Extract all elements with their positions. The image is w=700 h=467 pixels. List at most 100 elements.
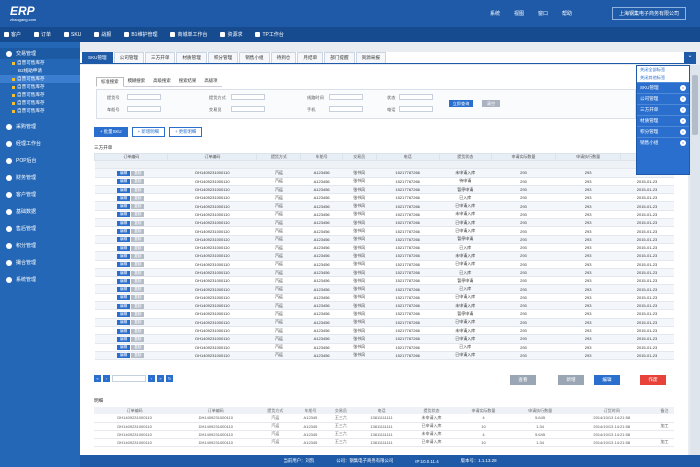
- tab-7[interactable]: 月结单: [297, 52, 324, 63]
- panel-item[interactable]: SKU管理 ×: [637, 82, 689, 93]
- table-row[interactable]: 编辑 复制 DH1409231000110 汽运 A123456 张书风 152177872…: [94, 268, 674, 278]
- edit-button[interactable]: 编辑: [117, 245, 131, 251]
- table-row[interactable]: 编辑 复制 DH1409231000110 汽运 A123456 张书风 152177872…: [94, 193, 674, 203]
- reset-button[interactable]: 清空: [482, 100, 500, 107]
- pickup-method-input[interactable]: [231, 94, 265, 100]
- copy-button[interactable]: 复制: [131, 295, 145, 301]
- bottom-button-0[interactable]: 查看: [510, 375, 536, 385]
- panel-item[interactable]: 三方开单 ×: [637, 104, 689, 115]
- refresh-icon[interactable]: ↻: [166, 375, 173, 382]
- nav-item[interactable]: 战报: [94, 31, 111, 38]
- detail-row[interactable]: DH1409231000110 DH1409231000110 汽运 A12345 王三…: [94, 414, 674, 423]
- bottom-button-3[interactable]: 作废: [640, 375, 666, 385]
- tab-3[interactable]: 材质管理: [176, 52, 207, 63]
- sidebar-group[interactable]: 售后管理: [0, 223, 80, 234]
- copy-button[interactable]: 复制: [131, 179, 145, 185]
- sidebar-group[interactable]: 系统管理: [0, 274, 80, 285]
- top-menu-item[interactable]: 系统: [489, 11, 500, 17]
- edit-button[interactable]: 编辑: [117, 237, 131, 243]
- table-row[interactable]: 编辑 复制 DH1409231000110 汽运 A123456 张书风 152177872…: [94, 243, 674, 253]
- copy-button[interactable]: 复制: [131, 170, 145, 176]
- top-menu-item[interactable]: 视图: [513, 11, 524, 17]
- close-icon[interactable]: ×: [680, 85, 686, 91]
- nav-item[interactable]: B1维护管理: [124, 31, 157, 38]
- copy-button[interactable]: 复制: [131, 303, 145, 309]
- table-row[interactable]: 编辑 复制 DH1409231000110 汽运 A123456 张书风 152177872…: [94, 235, 674, 244]
- edit-button[interactable]: 编辑: [117, 295, 131, 301]
- scrollbar-thumb[interactable]: [692, 75, 698, 135]
- table-row[interactable]: 编辑 复制 DH1409231000110 汽运 A123456 张书风 152177872…: [94, 351, 674, 361]
- company-selector[interactable]: 上海钢集电子商务有限公司: [611, 7, 686, 20]
- copy-button[interactable]: 复制: [131, 311, 145, 317]
- copy-button[interactable]: 复制: [131, 270, 145, 276]
- copy-button[interactable]: 复制: [131, 237, 145, 243]
- close-icon[interactable]: ×: [680, 129, 686, 135]
- table-row[interactable]: 编辑 复制 DH1409231000110 汽运 A123456 张书风 152177872…: [94, 334, 674, 344]
- edit-button[interactable]: 编辑: [117, 311, 131, 317]
- copy-button[interactable]: 复制: [131, 212, 145, 218]
- nav-item[interactable]: 订单: [34, 31, 51, 38]
- mobile-input[interactable]: [329, 106, 363, 112]
- panel-item[interactable]: 公司管理 ×: [637, 93, 689, 104]
- close-icon[interactable]: ×: [680, 107, 686, 113]
- copy-button[interactable]: 复制: [131, 204, 145, 210]
- sidebar-subitem[interactable]: 自营可售库存: [0, 75, 80, 83]
- table-row[interactable]: 编辑 复制 DH1409231000110 汽运 A123456 张书风 152177872…: [94, 293, 674, 303]
- sidebar-group[interactable]: POP后台: [0, 155, 80, 166]
- edit-button[interactable]: 编辑: [117, 287, 131, 293]
- edit-button[interactable]: 编辑: [117, 278, 131, 284]
- last-page-button[interactable]: »: [157, 375, 164, 382]
- edit-button[interactable]: 编辑: [117, 212, 131, 218]
- first-page-button[interactable]: «: [94, 375, 101, 382]
- edit-button[interactable]: 编辑: [117, 353, 131, 359]
- table-row[interactable]: 编辑 复制 DH1409231000110 汽运 A123456 张书风 152177872…: [94, 226, 674, 236]
- edit-button[interactable]: 编辑: [117, 220, 131, 226]
- sidebar-subitem[interactable]: 自营可售库存: [0, 59, 80, 67]
- tab-1[interactable]: 公司管理: [113, 52, 145, 63]
- sidebar-group[interactable]: 客户管理: [0, 189, 80, 200]
- page-input[interactable]: [112, 375, 146, 382]
- prev-page-button[interactable]: ‹: [103, 375, 110, 382]
- copy-button[interactable]: 复制: [131, 287, 145, 293]
- nav-item[interactable]: TP工作台: [255, 31, 284, 38]
- panel-link[interactable]: 关闭全部标签: [637, 66, 689, 74]
- table-row[interactable]: 编辑 复制 DH1409231000110 汽运 A123456 张书风 152177872…: [94, 185, 674, 195]
- table-row[interactable]: 编辑 复制 DH1409231000110 汽运 A123456 张书风 152177872…: [94, 326, 674, 336]
- action-button[interactable]: + 更新明细: [168, 127, 203, 137]
- tab-5[interactable]: 销售小组: [239, 52, 270, 63]
- table-row[interactable]: 编辑 复制 DH1409231000110 汽运 A123456 张书风 152177872…: [94, 276, 674, 286]
- nav-item[interactable]: 资源求: [220, 31, 242, 38]
- sidebar-group[interactable]: 基础数据: [0, 206, 80, 217]
- nav-item[interactable]: SKU: [64, 32, 81, 38]
- edit-button[interactable]: 编辑: [117, 229, 131, 235]
- copy-button[interactable]: 复制: [131, 345, 145, 351]
- search-subtab[interactable]: 搜索结果: [178, 78, 197, 83]
- panel-link[interactable]: 关闭其他标签: [637, 74, 689, 82]
- table-row[interactable]: 编辑 复制 DH1409231000110 汽运 A123456 张书风 152177872…: [94, 177, 674, 186]
- copy-button[interactable]: 复制: [131, 187, 145, 193]
- edit-button[interactable]: 编辑: [117, 336, 131, 342]
- search-subtab[interactable]: 高级搜索: [153, 78, 171, 83]
- action-button[interactable]: + 新增明细: [131, 127, 165, 137]
- table-row[interactable]: 编辑 复制 DH1409231000110 汽运 A123456 张书风 152177872…: [94, 210, 674, 220]
- edit-button[interactable]: 编辑: [117, 270, 131, 276]
- nav-item[interactable]: 商城单工作台: [170, 31, 207, 38]
- status-input[interactable]: [399, 94, 433, 100]
- detail-row[interactable]: DH1409231000110 DH1409231000110 汽运 A12345 王三…: [94, 422, 674, 431]
- copy-button[interactable]: 复制: [131, 328, 145, 334]
- panel-item[interactable]: 材质管理 ×: [637, 115, 689, 126]
- nav-item[interactable]: 客户: [4, 31, 21, 38]
- copy-button[interactable]: 复制: [131, 353, 145, 359]
- copy-button[interactable]: 复制: [131, 253, 145, 259]
- edit-button[interactable]: 编辑: [117, 303, 131, 309]
- search-subtab[interactable]: 标准搜索: [96, 77, 124, 87]
- action-button[interactable]: + 批量SKU: [94, 127, 128, 137]
- tab-2[interactable]: 三方开单: [145, 52, 176, 63]
- table-row[interactable]: 编辑 复制 DH1409231000110 汽运 A123456 张书风 152177872…: [94, 309, 674, 319]
- top-menu-item[interactable]: 窗口: [537, 11, 548, 17]
- edit-button[interactable]: 编辑: [117, 170, 131, 176]
- table-row[interactable]: 编辑 复制 DH1409231000110 汽运 A123456 张书风 152177872…: [94, 251, 674, 261]
- table-row[interactable]: 编辑 复制 DH1409231000110 汽运 A123456 张书风 152177872…: [94, 201, 674, 211]
- sidebar-subitem[interactable]: 自营可售库存: [0, 99, 80, 107]
- copy-button[interactable]: 复制: [131, 195, 145, 201]
